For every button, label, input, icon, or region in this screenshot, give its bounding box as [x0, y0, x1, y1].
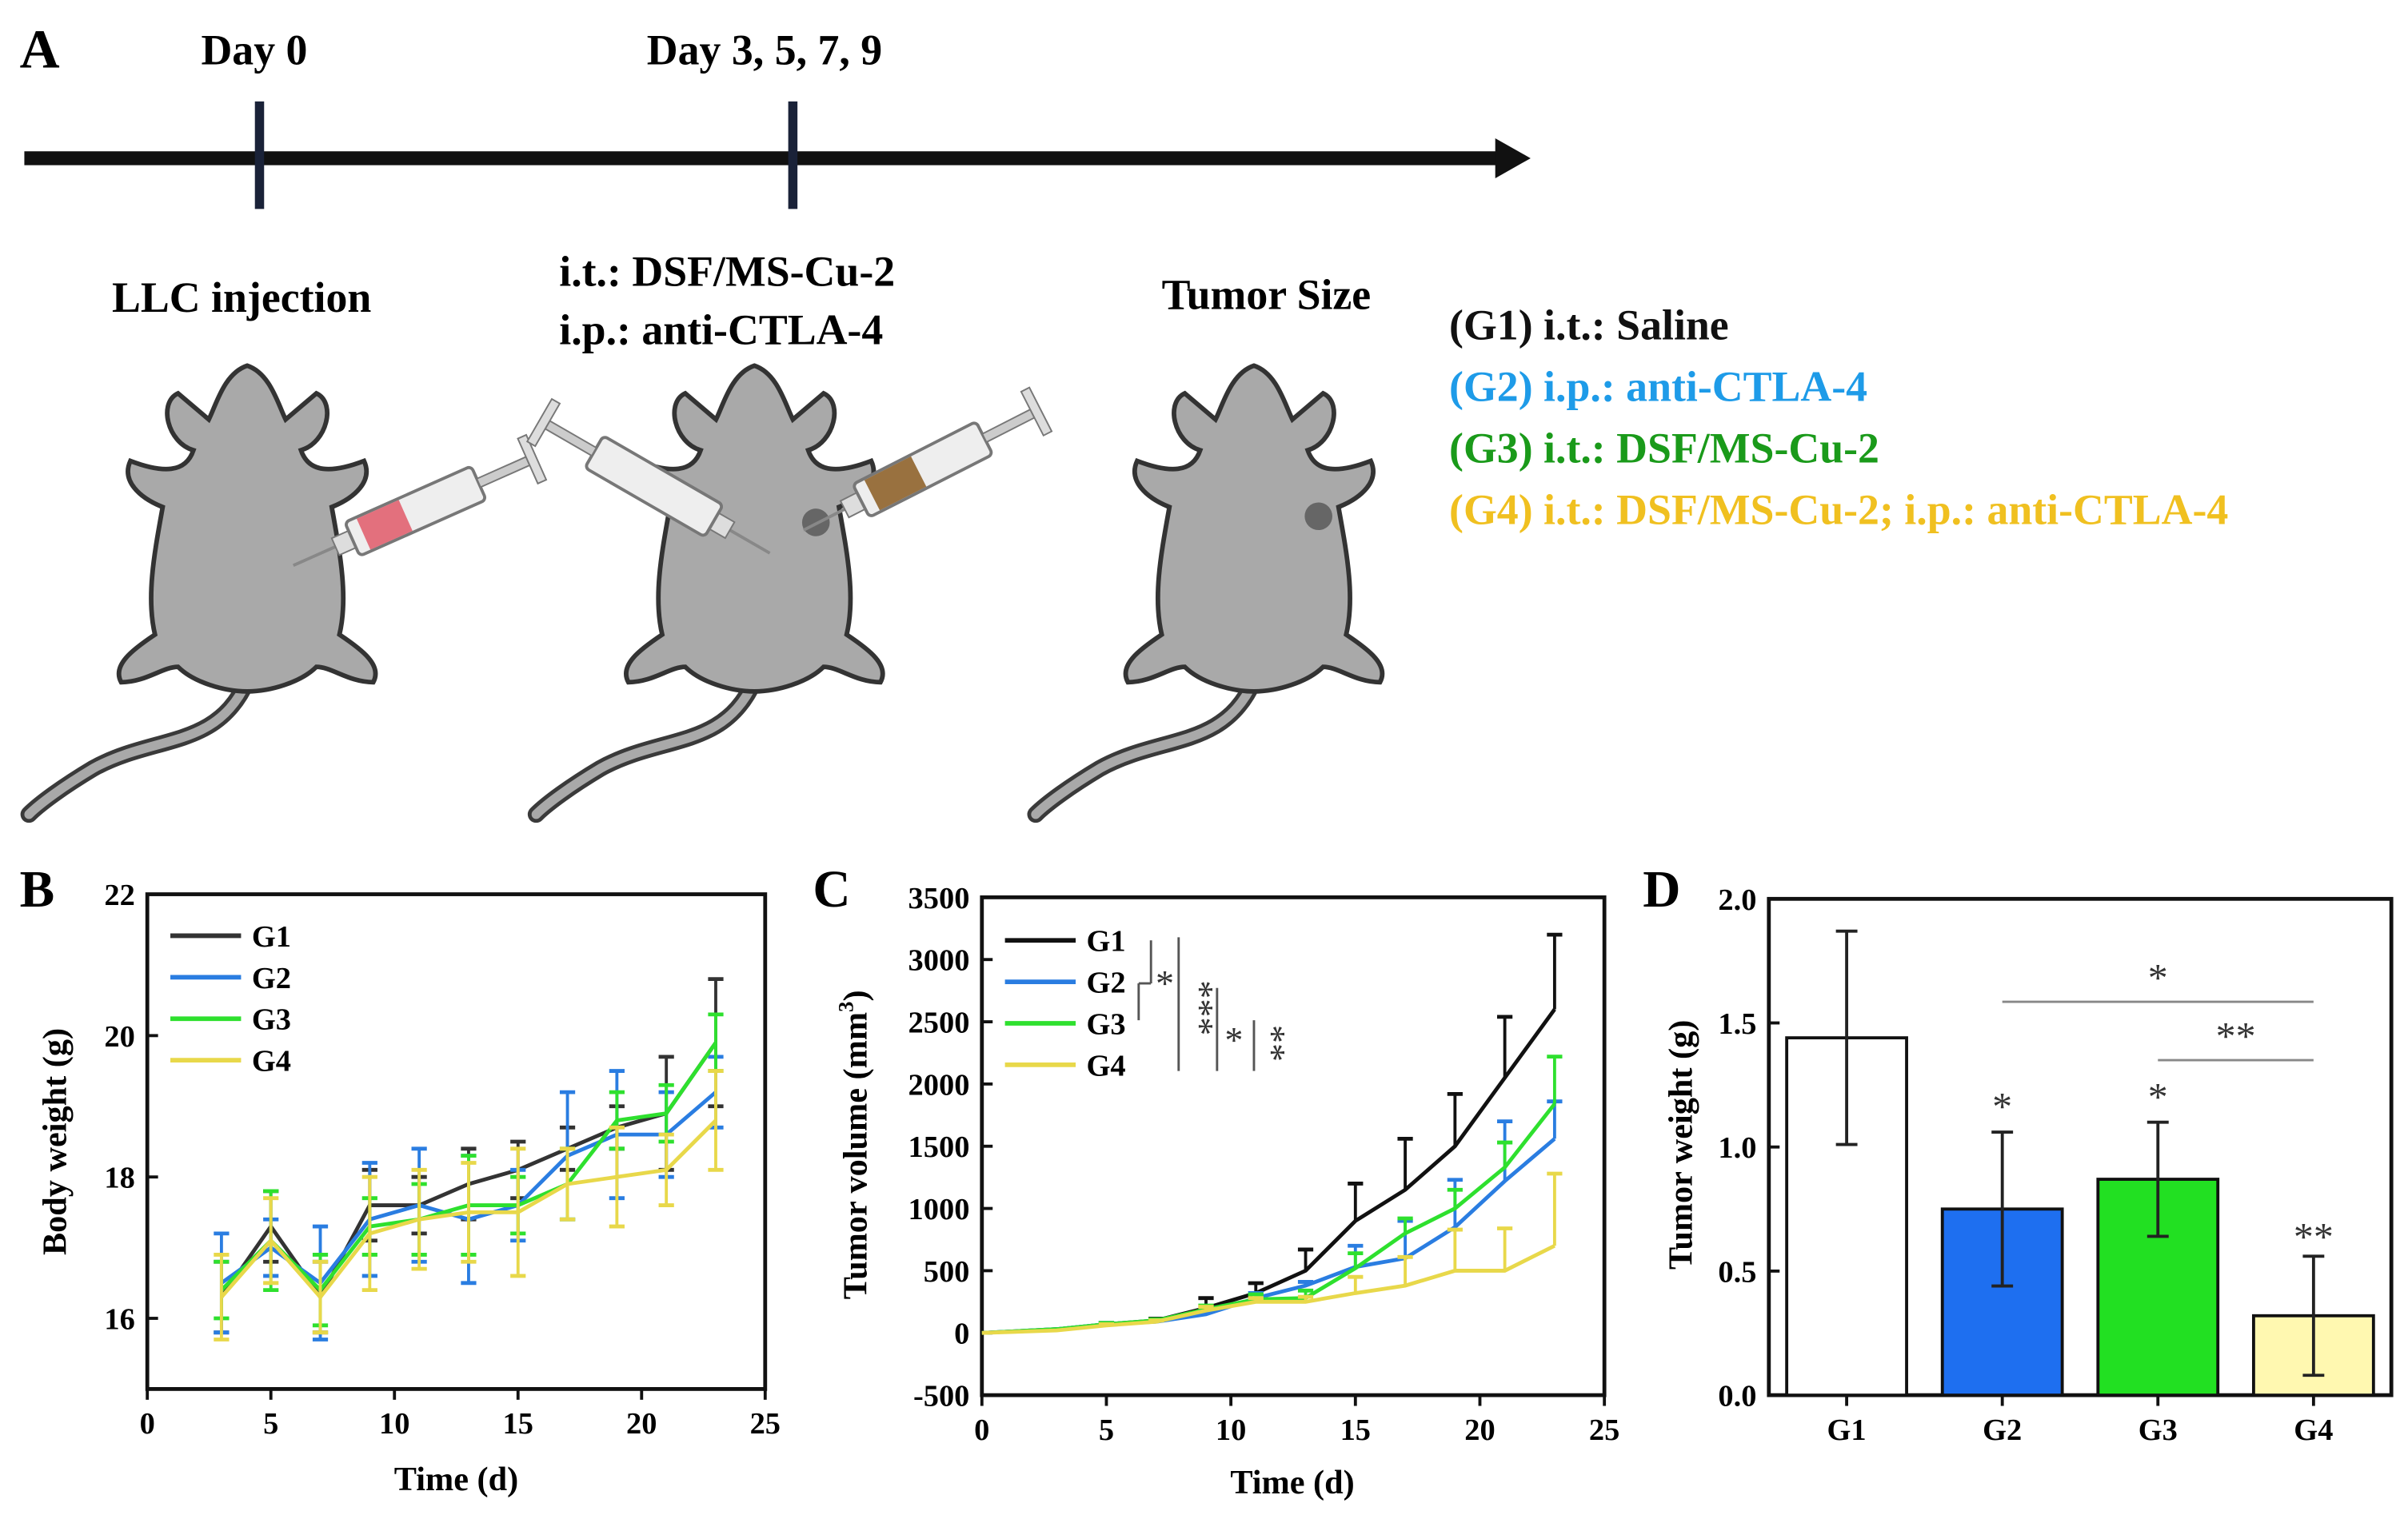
y-tick-label: 1.0: [1718, 1131, 1756, 1165]
y-axis-label-text: Tumor volume (mm: [837, 1012, 875, 1299]
x-axis-label: Time (d): [1230, 1464, 1354, 1501]
y-tick-label: 500: [924, 1255, 970, 1289]
plot-frame: [980, 895, 1607, 1397]
tumor-dot-icon: [1304, 502, 1332, 531]
panel-letter-a: A: [20, 18, 60, 80]
syringe-icon-dsf: [790, 385, 1053, 554]
x-tick-label: 0: [974, 1413, 989, 1447]
y-tick-label: 3500: [908, 882, 970, 915]
y-tick-label: 1.5: [1718, 1007, 1756, 1041]
y-axis-label: Body weight (g): [36, 1028, 74, 1255]
step-llc-injection-label: LLC injection: [112, 273, 371, 321]
legend-label-G2: G2: [252, 962, 291, 995]
chart-body-weight: 16 18 20 22 0 5 10 15 20 25 G1 G2 G3 G4 Time (d) Body w…: [36, 879, 781, 1498]
significance-stars: **: [1252, 1025, 1293, 1062]
step-treatment-line1: i.t.: DSF/MS-Cu-2: [559, 247, 895, 295]
step-tumor-size-label: Tumor Size: [1162, 270, 1372, 318]
chart-tumor-weight: 0.00.51.01.52.0G1 G2*G3*G4*****Tumor weig…: [1663, 883, 2394, 1447]
x-tick-label: G1: [1827, 1413, 1867, 1447]
x-tick-label: 25: [750, 1407, 781, 1441]
x-axis-label: Time (d): [394, 1461, 518, 1498]
y-tick-label: 2000: [908, 1068, 970, 1102]
legend-label-G3: G3: [252, 1003, 291, 1037]
series-line-G4: [981, 1244, 1555, 1335]
significance-stars: *: [1224, 1020, 1243, 1061]
y-tick-label: 2500: [908, 1007, 970, 1040]
y-tick-label: 0.0: [1718, 1380, 1756, 1413]
significance-stars: ***: [1180, 980, 1220, 1035]
y-axis-label: Tumor volume (mm3): [833, 990, 874, 1299]
panel-a: A Day 0 Day 3, 5, 7, 9 LLC injection i.t…: [20, 18, 2228, 815]
y-axis-label-sup: 3: [833, 1002, 857, 1012]
legend-label-G1: G1: [1086, 925, 1125, 959]
comparison-stars: *: [2148, 955, 2168, 1000]
y-tick-label: 1500: [908, 1130, 970, 1164]
mouse-icon-treatment: [536, 365, 882, 814]
bar-significance-stars: *: [1992, 1084, 2012, 1129]
mouse-icon-injection: [29, 365, 375, 814]
panel-letter-c: C: [813, 861, 850, 919]
group-legend-item-3: (G3) i.t.: DSF/MS-Cu-2: [1449, 424, 1879, 472]
comparison-stars: **: [2216, 1014, 2256, 1059]
legend-label-G4: G4: [252, 1045, 291, 1078]
timeline-treatment-days-label: Day 3, 5, 7, 9: [647, 26, 882, 74]
step-treatment-line2: i.p.: anti-CTLA-4: [559, 306, 883, 354]
series-G4: [981, 1171, 1563, 1335]
y-tick-label: 0.5: [1718, 1255, 1756, 1289]
panel-letter-b: B: [20, 861, 55, 919]
x-tick-label: G4: [2294, 1413, 2333, 1447]
y-tick-label: 1000: [908, 1193, 970, 1226]
legend-label-G2: G2: [1086, 967, 1125, 1000]
group-legend-item-4: (G4) i.t.: DSF/MS-Cu-2; i.p.: anti-CTLA-…: [1449, 485, 2228, 533]
x-tick-label: G2: [1983, 1413, 2022, 1447]
bar-significance-stars: *: [2148, 1074, 2168, 1118]
y-tick-label: 16: [104, 1302, 134, 1336]
series-G1: [981, 932, 1563, 1335]
significance-stars: *: [1156, 963, 1174, 1003]
series-G3: [981, 1055, 1563, 1335]
x-tick-label: 5: [263, 1407, 278, 1441]
x-tick-label: 15: [1340, 1413, 1371, 1447]
series-line-G2: [981, 1137, 1556, 1335]
y-tick-label: 18: [104, 1162, 134, 1195]
timeline-day0-label: Day 0: [201, 26, 307, 74]
group-legend-item-1: (G1) i.t.: Saline: [1449, 301, 1729, 349]
legend-label-G4: G4: [1086, 1049, 1125, 1082]
x-tick-label: 10: [1216, 1413, 1246, 1447]
x-tick-label: G3: [2138, 1413, 2178, 1447]
treatment-group-legend: (G1) i.t.: Saline (G2) i.p.: anti-CTLA-4 (…: [1449, 301, 2228, 534]
y-tick-label: 3000: [908, 944, 970, 978]
panel-letter-d: D: [1643, 861, 1680, 919]
y-axis-label-end: ): [837, 990, 875, 1001]
timeline-arrow-head-icon: [1495, 138, 1531, 178]
x-tick-label: 20: [1464, 1413, 1495, 1447]
series-line-G3: [981, 1102, 1556, 1335]
y-tick-label: -500: [913, 1380, 969, 1413]
y-tick-label: 20: [104, 1020, 134, 1054]
y-tick-label: 22: [104, 879, 134, 912]
legend-label-G1: G1: [252, 920, 291, 954]
x-tick-label: 5: [1099, 1413, 1114, 1447]
plot-frame: [145, 892, 768, 1391]
group-legend-item-2: (G2) i.p.: anti-CTLA-4: [1449, 363, 1867, 411]
series-G4: [214, 1069, 724, 1342]
y-tick-label: 2.0: [1718, 883, 1756, 917]
x-tick-label: 0: [140, 1407, 155, 1441]
x-tick-label: 20: [626, 1407, 657, 1441]
syringe-icon-llc: [282, 433, 548, 590]
mouse-icon-tumor: [1036, 365, 1382, 814]
y-axis-label: Tumor weight (g): [1663, 1020, 1700, 1270]
legend-label-G3: G3: [1086, 1007, 1125, 1041]
x-tick-label: 10: [379, 1407, 409, 1441]
x-tick-label: 15: [503, 1407, 533, 1441]
bar-significance-stars: **: [2294, 1214, 2334, 1259]
x-tick-label: 25: [1589, 1413, 1619, 1447]
y-tick-label: 0: [954, 1318, 969, 1351]
